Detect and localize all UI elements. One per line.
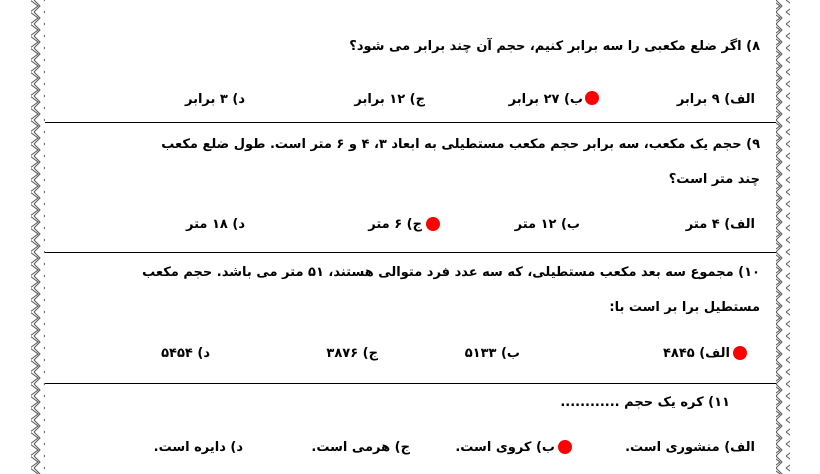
selected-mark [585,91,599,105]
option: الف) ۴۸۴۵ [662,346,730,361]
option: ب) ۱۲ متر [514,217,580,232]
selected-mark [733,346,747,360]
option: الف) منشوری است. [625,440,755,455]
option: د) ۱۸ متر [186,217,245,232]
option: ج) ۳۸۷۶ [326,346,378,361]
divider [45,383,776,384]
question-text: ۱۰) مجموع سه بعد مکعب مستطیلی، که سه عدد… [142,265,760,280]
option: ج) هرمی است. [311,440,410,455]
question-text: مستطیل برا بر است با: [609,300,760,315]
divider [45,252,776,253]
question-text: چند متر است؟ [668,172,760,187]
option: د) ۳ برابر [185,92,245,107]
option: الف) ۹ برابر [676,92,755,107]
option: ج) ۱۲ برابر [354,92,425,107]
question-text: ۸) اگر ضلع مکعبی را سه برابر کنیم، حجم آ… [349,39,760,54]
option: ب) کروی است. [455,440,555,455]
option: ب) ۵۱۳۳ [464,346,520,361]
option: ج) ۶ متر [368,217,422,232]
selected-mark [558,440,572,454]
question-text: ۱۱) کره یک حجم ............ [560,395,730,410]
divider [45,122,776,123]
option: ب) ۲۷ برابر [508,92,583,107]
option: الف) ۴ متر [685,217,755,232]
question-text: ۹) حجم یک مکعب، سه برابر حجم مکعب مستطیل… [161,137,760,152]
option: د) ۵۴۵۴ [161,346,210,361]
option: د) دایره است. [153,440,243,455]
selected-mark [426,217,440,231]
